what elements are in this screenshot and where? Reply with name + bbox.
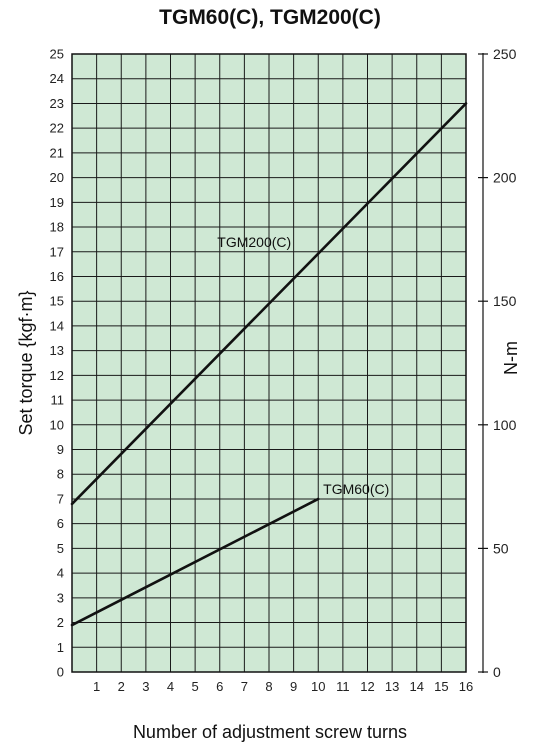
- y-tick-label: 22: [50, 121, 64, 136]
- y-tick-label: 19: [50, 195, 64, 210]
- y-tick-label: 1: [57, 640, 64, 655]
- x-axis-title: Number of adjustment screw turns: [133, 722, 407, 742]
- y-tick-label: 14: [50, 318, 64, 333]
- y-tick-label: 10: [50, 417, 64, 432]
- x-tick-label: 2: [118, 679, 125, 694]
- y2-tick-label: 150: [493, 293, 517, 309]
- y-tick-label: 13: [50, 343, 64, 358]
- x-tick-label: 4: [167, 679, 174, 694]
- y-tick-label: 4: [57, 566, 64, 581]
- y-tick-label: 21: [50, 145, 64, 160]
- x-tick-label: 15: [434, 679, 448, 694]
- y-tick-label: 5: [57, 541, 64, 556]
- x-tick-label: 1: [93, 679, 100, 694]
- y-tick-label: 15: [50, 294, 64, 309]
- x-tick-label: 12: [360, 679, 374, 694]
- right-axis: 0 50 100 150 200 250: [478, 46, 517, 680]
- chart-title: TGM60(C), TGM200(C): [159, 6, 381, 29]
- left-axis-ticks: 0123456789101112131415161718192021222324…: [50, 47, 64, 680]
- y2-tick-label: 200: [493, 170, 517, 186]
- y-tick-label: 18: [50, 220, 64, 235]
- y-tick-label: 3: [57, 590, 64, 605]
- x-tick-label: 8: [265, 679, 272, 694]
- series-line-0: [70, 102, 468, 506]
- plot-frame: [71, 53, 467, 673]
- x-tick-label: 5: [192, 679, 199, 694]
- x-tick-label: 6: [216, 679, 223, 694]
- x-tick-label: 13: [385, 679, 399, 694]
- y2-tick-label: 50: [493, 540, 509, 556]
- x-tick-label: 14: [410, 679, 424, 694]
- y-tick-label: 24: [50, 71, 64, 86]
- x-tick-label: 16: [459, 679, 473, 694]
- x-tick-label: 10: [311, 679, 325, 694]
- y2-tick-label: 250: [493, 46, 517, 62]
- y2-tick-label: 0: [493, 664, 501, 680]
- series-label-tgm60: TGM60(C): [323, 481, 389, 497]
- x-tick-label: 7: [241, 679, 248, 694]
- y-tick-label: 20: [50, 170, 64, 185]
- series-label-tgm200: TGM200(C): [217, 234, 291, 250]
- y-tick-label: 23: [50, 96, 64, 111]
- y-tick-label: 16: [50, 269, 64, 284]
- series-layer: TGM200(C) TGM60(C): [70, 102, 468, 627]
- x-tick-label: 11: [336, 679, 350, 694]
- y-tick-label: 17: [50, 244, 64, 259]
- y2-tick-label: 100: [493, 417, 517, 433]
- y-tick-label: 7: [57, 491, 64, 506]
- x-tick-label: 9: [290, 679, 297, 694]
- y-tick-label: 11: [51, 393, 65, 408]
- y-tick-label: 2: [57, 615, 64, 630]
- y-tick-label: 9: [57, 442, 64, 457]
- bottom-axis-ticks: 1 2 3 4 5 6 7 8 9 10 11 12 13 14 15 16: [93, 679, 473, 694]
- y-tick-label: 12: [50, 368, 64, 383]
- series-line-1: [70, 497, 320, 627]
- grid: [71, 53, 467, 673]
- y-axis-title: Set torque {kgf·m}: [16, 290, 36, 435]
- y2-axis-title: N-m: [501, 341, 521, 375]
- y-tick-label: 6: [57, 516, 64, 531]
- y-tick-label: 25: [50, 47, 64, 62]
- y-tick-label: 8: [57, 467, 64, 482]
- x-tick-label: 3: [142, 679, 149, 694]
- y-tick-label: 0: [57, 665, 64, 680]
